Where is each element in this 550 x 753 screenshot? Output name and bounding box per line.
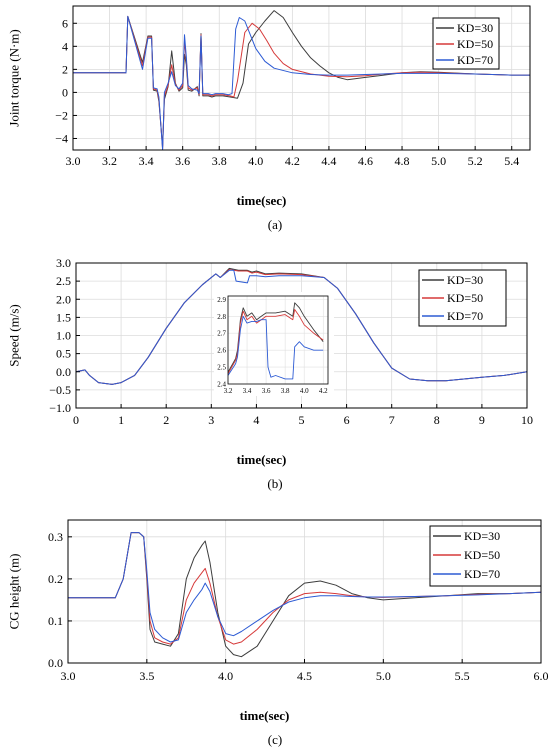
x-tick-label-4: 3.6 [175,154,190,168]
x-tick-label-5: 5.0 [376,669,391,683]
x-tick-label-1: 3.0 [66,154,81,168]
inset-series-3-line [228,315,324,380]
legend-label-2: KD=50 [457,37,493,51]
x-tick-label-11: 5.0 [431,154,446,168]
inset-y-tick-label-6: 2.9 [217,296,226,304]
legend-label-2: KD=50 [447,291,483,305]
x-tick-label-10: 4.8 [395,154,410,168]
y-tick-label-4: 0.3 [48,530,63,544]
plot-frame [72,5,531,151]
x-tick-label-5: 3.8 [212,154,227,168]
legend-label-1: KD=30 [447,273,483,287]
y-tick-label-2: −2 [55,108,68,122]
inset-x-tick-label-2: 3.4 [243,387,252,395]
y-tick-label-5: 1.0 [56,329,71,343]
y-axis-label: Joint torque (N·m) [7,29,22,126]
x-tick-label-1: 3.0 [61,669,76,683]
x-tick-label-2: 3.2 [102,154,117,168]
y-tick-label-9: 3.0 [56,256,71,270]
legend: KD=30 KD=50 KD=70 [432,17,500,70]
x-tick-label-4: 3 [208,413,214,427]
x-axis-label: time(sec) [237,452,287,467]
legend-label-3: KD=70 [457,53,493,67]
x-tick-label-7: 6.0 [534,669,549,683]
x-tick-label-9: 8 [434,413,440,427]
y-tick-label-6: 1.5 [56,310,71,324]
y-tick-label-2: 0.1 [48,614,63,628]
y-tick-label-3: 0.0 [56,365,71,379]
legend-label-1: KD=30 [457,21,493,35]
chart-1: 3.0 3.2 3.4 3.6 3.8 4.0 4.2 4.4 4.6 4.8 5.0 5.2 5.4 −… [7,5,531,232]
legend: KD=30 KD=50 KD=70 [418,269,507,327]
inset-y-tick-label-1: 2.4 [217,381,226,389]
y-tick-label-1: 0.0 [48,656,63,670]
inset-x-tick-label-3: 3.6 [262,387,271,395]
x-tick-label-11: 10 [521,413,533,427]
y-tick-label-1: −1.0 [49,401,71,415]
inset-y-tick-label-5: 2.8 [217,313,226,321]
legend-label-3: KD=70 [447,309,483,323]
x-tick-label-1: 0 [73,413,79,427]
x-axis-label: time(sec) [240,708,290,723]
inset-background [214,292,334,396]
x-tick-label-8: 4.4 [321,154,336,168]
inset-frame [227,295,329,385]
x-tick-label-6: 5 [299,413,305,427]
inset-series-2-line [228,309,324,375]
y-tick-label-7: 2.0 [56,292,71,306]
inset-y-tick-label-4: 2.7 [217,330,226,338]
x-tick-label-8: 7 [389,413,395,427]
inset-x-tick-label-1: 3.2 [224,387,233,395]
x-tick-label-3: 2 [163,413,169,427]
legend-label-3: KD=70 [464,567,500,581]
y-axis-label: CG height (m) [7,554,22,630]
y-tick-label-2: −0.5 [49,383,71,397]
y-tick-label-4: 2 [62,62,68,76]
x-tick-label-5: 4 [253,413,259,427]
inset-chart: 3.2 3.4 3.6 3.8 4.0 4.2 2.4 2.5 2.6 2.7 2.8 2.9 [214,292,334,396]
inset-y-tick-label-3: 2.6 [217,347,226,355]
legend-label-2: KD=50 [464,548,500,562]
inset-y-tick-label-2: 2.5 [217,364,226,372]
chart-3: 3.0 3.5 4.0 4.5 5.0 5.5 6.0 0.0 0.1 0.2 0.3 CG heig… [7,519,549,747]
chart-1-series-3-line [73,15,530,150]
panel-label: (b) [267,476,282,491]
y-axis-label: Speed (m/s) [7,304,22,366]
x-tick-label-2: 1 [118,413,124,427]
y-tick-label-5: 4 [62,39,68,53]
x-tick-label-3: 4.0 [218,669,233,683]
inset-x-tick-label-6: 4.2 [319,387,328,395]
x-tick-label-7: 4.2 [285,154,300,168]
x-tick-label-9: 4.6 [358,154,373,168]
x-tick-label-12: 5.2 [468,154,483,168]
panel-label: (a) [268,217,282,232]
chart-2-series-3-line [76,269,527,385]
x-tick-label-3: 3.4 [139,154,154,168]
y-tick-label-4: 0.5 [56,347,71,361]
x-tick-label-4: 4.5 [297,669,312,683]
y-tick-label-3: 0 [62,85,68,99]
x-tick-label-2: 3.5 [139,669,154,683]
y-tick-label-8: 2.5 [56,274,71,288]
x-tick-label-6: 5.5 [455,669,470,683]
legend-label-1: KD=30 [464,529,500,543]
y-tick-label-6: 6 [62,16,68,30]
x-tick-label-6: 4.0 [248,154,263,168]
inset-x-tick-label-4: 3.8 [281,387,290,395]
x-tick-label-10: 9 [479,413,485,427]
x-tick-label-13: 5.4 [504,154,519,168]
chart-2: 0 1 2 3 4 5 6 7 8 9 10−1.0−0.50.00.51.01.52.02.53.… [7,256,533,491]
legend: KD=30 KD=50 KD=70 [429,525,542,587]
x-tick-label-7: 6 [344,413,350,427]
x-axis-label: time(sec) [237,193,287,208]
chart-3-series-3-line [68,532,541,643]
y-tick-label-3: 0.2 [48,572,63,586]
inset-x-tick-label-5: 4.0 [300,387,309,395]
y-tick-label-1: −4 [55,131,68,145]
panel-label: (c) [268,732,282,747]
